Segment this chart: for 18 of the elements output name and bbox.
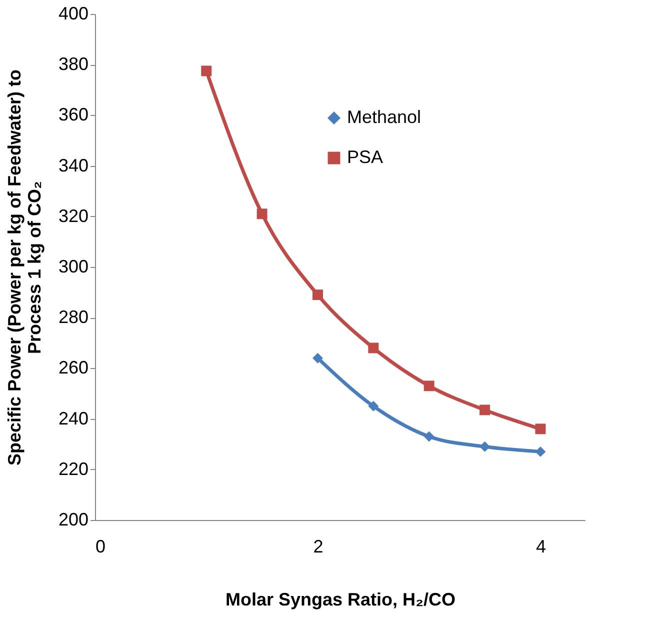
y-tick-label: 220 (58, 458, 88, 479)
y-tick-label: 300 (58, 256, 88, 276)
y-tick-label: 240 (58, 408, 88, 428)
x-axis-title: Molar Syngas Ratio, H₂/CO (225, 590, 456, 610)
y-tick-label: 380 (58, 54, 88, 74)
legend-label: Methanol (347, 107, 422, 127)
y-tick-label: 340 (58, 155, 88, 176)
y-tick-label: 320 (58, 206, 88, 226)
y-tick-label: 280 (58, 307, 88, 328)
y-tick-label: 360 (58, 104, 88, 125)
y-axis-title: Specific Power (Power per kg of Feedwater) to Process 1 kg of CO₂ (4, 69, 44, 466)
x-tick-label: 0 (96, 536, 106, 556)
legend-label: PSA (347, 147, 384, 167)
y-tick-label: 400 (58, 4, 88, 24)
x-tick-label: 2 (313, 536, 324, 556)
x-tick-label: 4 (536, 536, 546, 556)
y-tick-label: 260 (58, 358, 88, 378)
y-tick-label: 200 (58, 510, 88, 530)
